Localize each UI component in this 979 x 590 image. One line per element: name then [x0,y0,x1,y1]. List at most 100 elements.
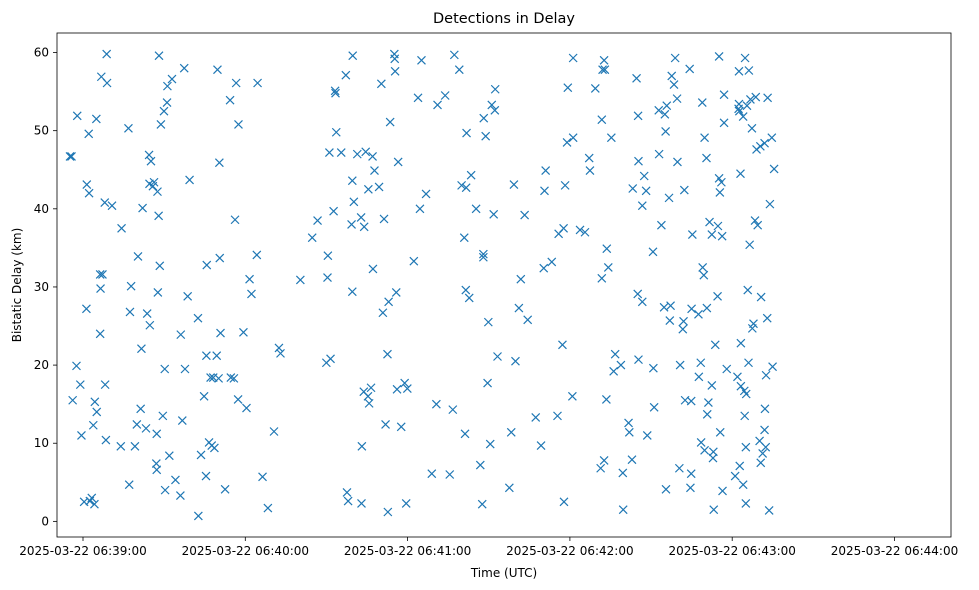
data-point [92,407,102,417]
data-point [448,405,458,415]
data-point [201,471,211,481]
data-point [68,395,78,405]
data-point [559,223,569,233]
data-point [162,81,172,91]
data-point [401,498,411,508]
data-point [214,373,224,383]
x-tick-label: 2025-03-22 06:42:00 [506,544,633,558]
data-point [384,297,394,307]
data-point [295,275,305,285]
data-points [65,49,779,521]
data-point [769,164,779,174]
data-point [562,137,572,147]
data-point [596,463,606,473]
data-point [366,383,376,393]
data-point [91,114,101,124]
data-point [481,131,491,141]
data-point [585,166,595,175]
data-point [687,230,697,240]
data-point [457,180,467,190]
data-point [331,127,341,137]
data-point [67,152,76,161]
data-point [413,93,423,103]
data-point [421,189,431,199]
data-point [490,105,500,115]
data-point [385,117,395,127]
data-point [342,488,352,497]
data-point [330,86,340,96]
x-tick-label: 2025-03-22 06:39:00 [19,544,146,558]
data-point [125,307,135,317]
data-point [242,403,251,413]
data-point [514,303,524,313]
data-point [392,384,402,394]
data-point [90,397,100,407]
x-axis: 2025-03-22 06:39:00 2025-03-22 06:40:00 20… [19,537,958,558]
data-point [196,450,206,460]
x-tick-label: 2025-03-22 06:43:00 [668,544,795,558]
data-point [568,53,578,63]
data-point [740,53,750,63]
data-point [167,74,177,84]
data-point [90,499,99,509]
data-point [686,396,696,406]
data-point [390,54,400,64]
data-point [177,416,187,425]
data-point [675,360,685,370]
data-point [361,147,371,157]
data-point [705,217,714,227]
data-point [307,233,317,243]
data-point [707,380,717,390]
data-point [396,422,406,432]
data-point [709,505,719,515]
data-point [719,118,729,128]
data-point [364,398,374,408]
data-point [744,358,753,368]
data-point [741,389,751,399]
data-point [162,98,172,107]
data-point [138,203,148,213]
data-point [580,227,590,237]
data-point [84,188,94,198]
data-point [641,186,651,196]
data-point [673,157,682,167]
y-tick-label: 0 [41,514,49,528]
data-point [632,73,641,83]
data-point [483,317,493,327]
data-point [734,99,744,109]
data-point [601,395,611,404]
data-point [95,329,105,339]
plot-frame [56,32,952,538]
data-point [559,497,569,507]
data-point [400,378,410,388]
data-point [341,70,351,80]
data-point [700,445,710,455]
data-point [141,423,151,433]
data-point [253,78,263,88]
data-point [220,484,230,494]
data-point [459,233,469,243]
data-point [153,287,163,297]
chart-title: Detections in Delay [433,11,575,27]
data-point [323,251,333,261]
data-point [661,484,671,494]
data-point [87,493,97,503]
data-point [679,316,688,326]
data-point [231,78,241,88]
data-point [539,263,549,273]
data-point [460,429,470,439]
data-point [145,320,155,330]
data-point [475,460,485,470]
data-point [708,447,718,457]
data-point [376,79,386,89]
data-point [72,361,81,371]
y-tick-label: 60 [34,46,49,60]
data-point [179,63,189,73]
data-point [234,119,243,129]
data-point [678,324,688,334]
data-point [504,483,514,493]
data-point [717,231,727,241]
data-point [212,351,222,361]
data-point [686,469,696,479]
data-point [762,313,772,323]
